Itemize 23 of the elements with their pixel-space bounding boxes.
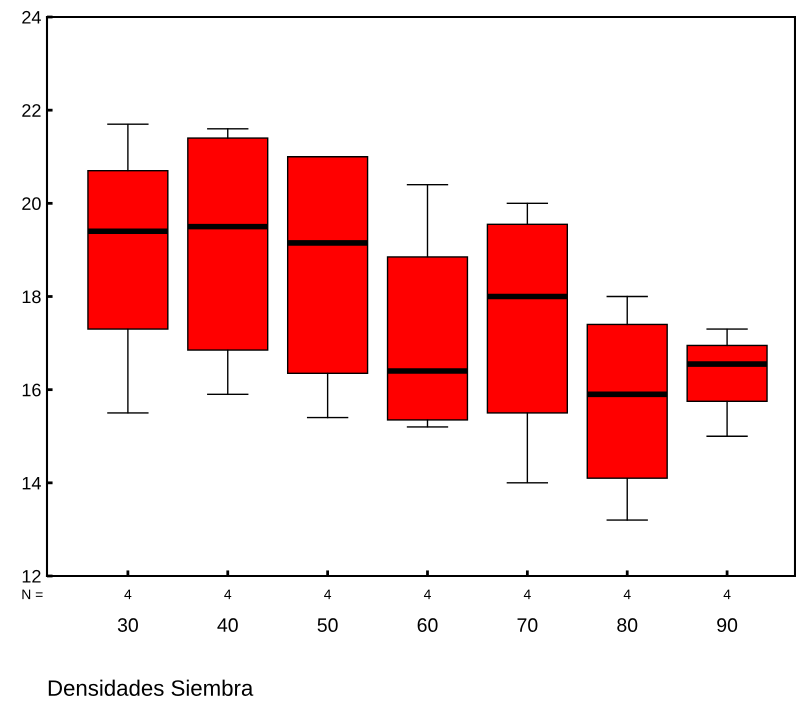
y-tick-label: 14 (22, 476, 41, 490)
x-tick-label: 40 (217, 618, 238, 632)
x-tick-label: 30 (118, 618, 138, 632)
y-tick-label: 22 (22, 104, 41, 117)
x-tick-label: 60 (418, 618, 438, 632)
text: 4 (724, 590, 731, 600)
y-tick-label: 24 (22, 10, 41, 24)
x-tick-label: 70 (518, 618, 538, 632)
text: 4 (224, 590, 232, 600)
y-tick-label: 12 (22, 570, 41, 583)
x-tick-label: 50 (318, 618, 338, 632)
y-tick-label: 18 (22, 290, 41, 304)
x-tick-label: 80 (617, 618, 638, 632)
text: 4 (424, 590, 431, 600)
x-tick-label: 90 (717, 618, 738, 632)
text: 4 (624, 590, 631, 600)
x-axis-title: Densidades Siembra (48, 680, 254, 696)
y-tick-label: 16 (22, 384, 41, 396)
text: 4 (324, 590, 332, 600)
y-tick-label: 20 (22, 197, 41, 210)
text: 4 (524, 590, 531, 600)
text: 4 (124, 590, 132, 600)
text: N = (22, 590, 43, 600)
